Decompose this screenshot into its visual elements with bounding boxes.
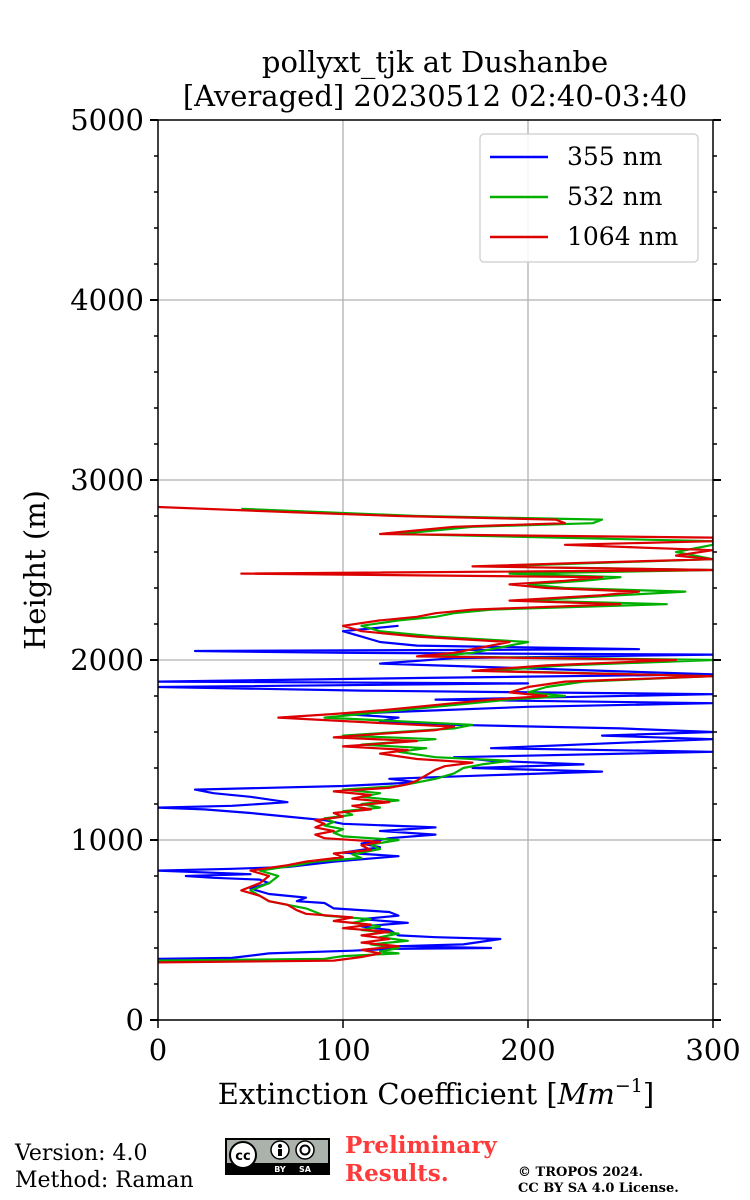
- chart-title-line2: [Averaged] 20230512 02:40-03:40: [183, 79, 687, 113]
- x-tick-label: 300: [685, 1033, 740, 1067]
- legend-label-355: 355 nm: [567, 142, 663, 171]
- x-axis-label-unit: Mm: [557, 1077, 615, 1111]
- x-tick-label: 0: [149, 1033, 167, 1067]
- preliminary-line1: Preliminary: [345, 1132, 497, 1159]
- x-axis-label: Extinction Coefficient [Mm−1]: [218, 1075, 654, 1111]
- y-tick-label: 5000: [70, 103, 144, 137]
- legend-label-1064: 1064 nm: [567, 222, 679, 251]
- version-text: Version: 4.0: [15, 1141, 148, 1166]
- x-axis-label-exp: −1: [615, 1075, 643, 1097]
- x-axis-label-text: Extinction Coefficient [: [218, 1077, 558, 1111]
- y-tick-label: 3000: [70, 463, 144, 497]
- copyright-line1: © TROPOS 2024.: [518, 1165, 644, 1180]
- y-tick-label: 2000: [70, 643, 144, 677]
- preliminary-results-notice: Preliminary Results.: [345, 1132, 497, 1188]
- cc-icon: [229, 1141, 257, 1169]
- chart-title-line1: pollyxt_tjk at Dushanbe: [262, 45, 608, 80]
- method-text: Method: Raman: [15, 1168, 194, 1193]
- legend: 355 nm 532 nm 1064 nm: [479, 133, 699, 263]
- y-tick-label: 4000: [70, 283, 144, 317]
- legend-label-532: 532 nm: [567, 182, 663, 211]
- x-tick-label: 200: [500, 1033, 555, 1067]
- svg-text:BY: BY: [274, 1165, 286, 1174]
- data-series: [158, 505, 713, 964]
- x-axis-label-close: ]: [643, 1077, 654, 1111]
- svg-text:cc: cc: [235, 1149, 250, 1164]
- y-tick-label: 1000: [70, 823, 144, 857]
- copyright-line2: CC BY SA 4.0 License.: [518, 1181, 679, 1196]
- sa-share-icon: [295, 1140, 315, 1160]
- x-tick-label: 100: [315, 1033, 370, 1067]
- cc-by-sa-badge: cc BY SA: [225, 1138, 330, 1175]
- y-axis-label: Height (m): [18, 490, 52, 650]
- extinction-chart: pollyxt_tjk at Dushanbe [Averaged] 20230…: [18, 45, 741, 1111]
- grid-lines: [158, 120, 713, 1020]
- y-tick-label: 0: [126, 1003, 144, 1037]
- plot-frame: [157, 119, 714, 1021]
- series-line-1064-nm: [158, 505, 713, 964]
- preliminary-line2: Results.: [345, 1160, 449, 1187]
- legend-box: [479, 133, 699, 263]
- svg-text:SA: SA: [299, 1165, 312, 1174]
- series-line-355-nm: [158, 624, 713, 960]
